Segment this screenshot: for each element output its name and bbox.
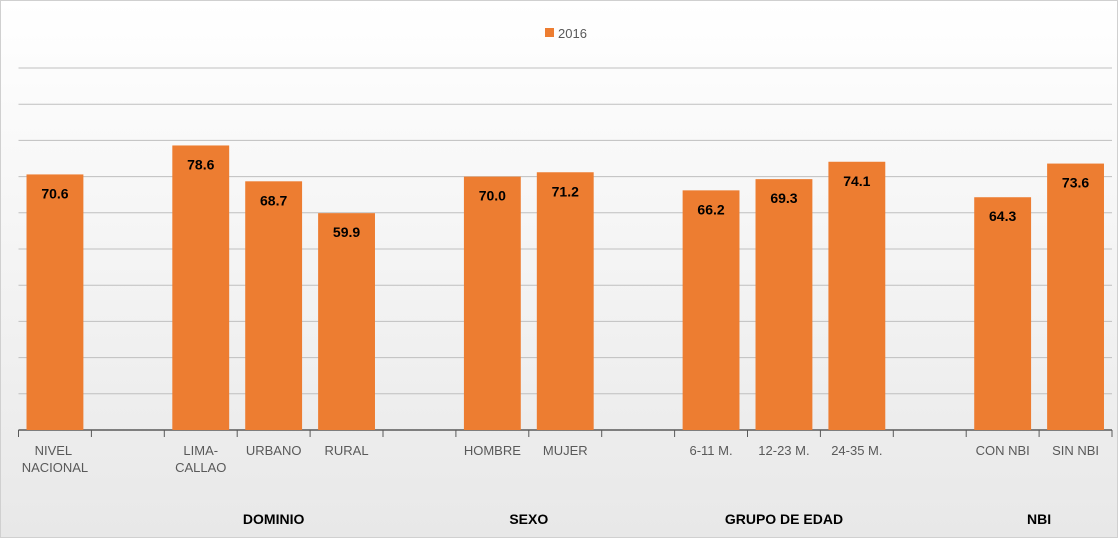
data-label: 73.6 — [1062, 175, 1089, 191]
bar — [974, 197, 1032, 430]
bar — [172, 145, 230, 430]
bar — [682, 190, 740, 430]
x-tick-label: 12-23 M. — [758, 443, 809, 458]
x-tick-label: CON NBI — [976, 443, 1030, 458]
data-label: 70.6 — [41, 185, 68, 201]
data-label: 64.3 — [989, 208, 1016, 224]
x-tick-label: MUJER — [543, 443, 588, 458]
x-tick-label: NIVEL NACIONAL — [22, 443, 88, 475]
legend: 2016 — [545, 26, 587, 41]
data-label: 71.2 — [552, 183, 579, 199]
x-tick-label: LIMA-CALLAO — [175, 443, 226, 475]
data-label: 74.1 — [843, 173, 870, 189]
x-tick-label: 6-11 M. — [689, 443, 732, 458]
bar — [536, 172, 594, 431]
group-label: NBI — [1027, 511, 1051, 527]
bar — [26, 174, 84, 430]
group-label: GRUPO DE EDAD — [725, 511, 843, 527]
bar — [245, 181, 303, 430]
data-label: 59.9 — [333, 224, 360, 240]
data-label: 69.3 — [770, 190, 797, 206]
group-label: DOMINIO — [243, 511, 305, 527]
x-tick-label: URBANO — [246, 443, 302, 458]
bar — [755, 179, 813, 430]
x-tick-label: SIN NBI — [1052, 443, 1099, 458]
data-label: 78.6 — [187, 156, 214, 172]
data-label: 70.0 — [479, 188, 506, 204]
group-label: SEXO — [509, 511, 548, 527]
x-tick-label: RURAL — [325, 443, 369, 458]
bar — [828, 161, 886, 430]
x-tick-label: 24-35 M. — [831, 443, 882, 458]
data-label: 68.7 — [260, 192, 287, 208]
legend-swatch — [545, 28, 554, 37]
bar — [463, 176, 521, 430]
bar — [1047, 163, 1104, 430]
legend-label: 2016 — [558, 26, 587, 41]
bar — [318, 213, 375, 430]
x-tick-label: HOMBRE — [464, 443, 521, 458]
data-label: 66.2 — [697, 201, 724, 217]
